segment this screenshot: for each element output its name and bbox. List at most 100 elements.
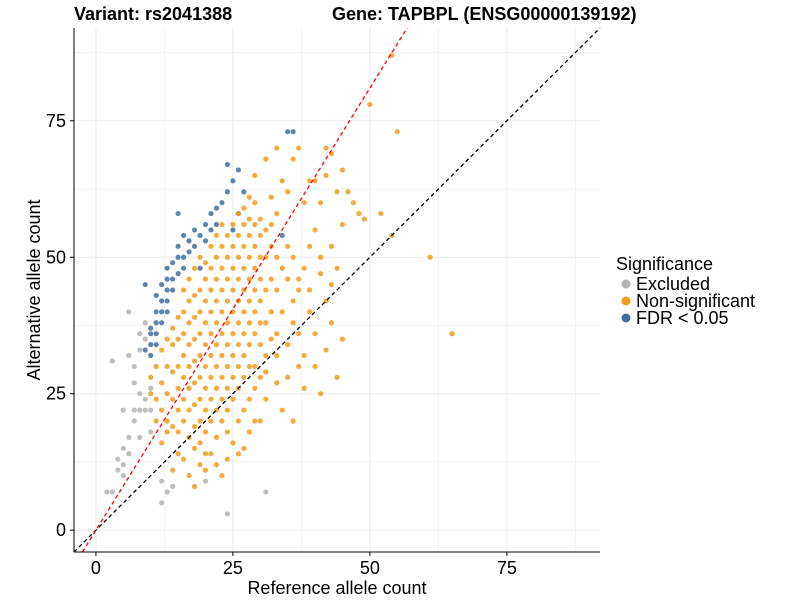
point-non-significant [202, 276, 209, 282]
point-excluded [148, 385, 154, 391]
point-excluded [263, 489, 269, 495]
y-axis-label: Alternative allele count [24, 199, 44, 380]
point-non-significant [252, 418, 258, 424]
point-excluded [131, 380, 137, 386]
point-non-significant [175, 314, 181, 320]
point-non-significant [213, 254, 220, 260]
point-non-significant [175, 385, 181, 391]
point-non-significant [191, 336, 198, 342]
point-fdr-0-05 [159, 281, 165, 288]
point-non-significant [202, 429, 209, 435]
point-non-significant [148, 391, 154, 397]
point-non-significant [246, 298, 252, 304]
point-non-significant [175, 407, 181, 413]
legend-label-non-significant: Non-significant [636, 291, 755, 311]
point-non-significant [159, 380, 165, 386]
point-fdr-0-05 [159, 309, 165, 315]
point-non-significant [180, 418, 187, 424]
point-fdr-0-05 [186, 249, 192, 255]
point-non-significant [186, 363, 192, 370]
point-fdr-0-05 [164, 298, 170, 304]
point-non-significant [186, 276, 192, 282]
point-non-significant [219, 472, 225, 479]
point-non-significant [290, 298, 296, 304]
point-non-significant [224, 407, 231, 413]
point-non-significant [153, 418, 159, 424]
point-non-significant [202, 320, 209, 326]
point-non-significant [230, 331, 236, 337]
point-excluded [104, 489, 110, 495]
point-non-significant [208, 309, 214, 315]
point-non-significant [317, 391, 324, 397]
point-excluded [142, 407, 148, 413]
point-non-significant [241, 445, 247, 451]
point-non-significant [274, 352, 280, 359]
point-non-significant [241, 407, 247, 413]
point-non-significant [241, 243, 247, 249]
point-fdr-0-05 [285, 129, 291, 135]
point-non-significant [350, 200, 357, 206]
point-non-significant [449, 331, 455, 337]
point-non-significant [208, 243, 214, 249]
point-non-significant [180, 374, 187, 380]
point-excluded [120, 462, 126, 468]
point-non-significant [367, 101, 373, 108]
point-non-significant [345, 189, 351, 195]
point-excluded [137, 391, 143, 397]
point-non-significant [328, 243, 335, 249]
point-fdr-0-05 [191, 227, 198, 233]
point-non-significant [246, 363, 252, 370]
point-non-significant [235, 232, 241, 239]
point-fdr-0-05 [175, 210, 181, 217]
point-non-significant [219, 221, 225, 228]
point-non-significant [394, 129, 400, 135]
point-non-significant [186, 385, 192, 391]
point-fdr-0-05 [208, 227, 214, 233]
point-non-significant [180, 456, 187, 462]
point-non-significant [208, 352, 214, 359]
point-non-significant [197, 418, 203, 424]
point-fdr-0-05 [148, 341, 154, 348]
point-non-significant [339, 221, 346, 228]
point-fdr-0-05 [153, 320, 159, 326]
chart-title-variant: Variant: rs2041388 [74, 4, 233, 24]
point-fdr-0-05 [164, 265, 170, 271]
point-non-significant [252, 221, 258, 228]
point-fdr-0-05 [180, 254, 187, 260]
axes [73, 28, 600, 553]
point-excluded [142, 396, 148, 402]
point-non-significant [285, 243, 291, 249]
point-non-significant [257, 254, 263, 260]
reference-line-fit [81, 27, 408, 553]
point-non-significant [257, 216, 263, 222]
point-non-significant [274, 145, 280, 151]
point-non-significant [235, 276, 241, 282]
point-fdr-0-05 [170, 287, 176, 293]
point-non-significant [323, 145, 329, 151]
point-fdr-0-05 [142, 281, 148, 288]
point-non-significant [257, 418, 263, 424]
legend-label-fdr: FDR < 0.05 [636, 308, 729, 328]
point-non-significant [312, 178, 318, 184]
point-non-significant [252, 200, 258, 206]
point-non-significant [263, 156, 269, 162]
point-non-significant [202, 298, 209, 304]
data-points [104, 52, 455, 517]
point-non-significant [197, 374, 203, 380]
point-excluded [170, 483, 176, 490]
point-non-significant [202, 407, 209, 413]
point-non-significant [257, 232, 263, 239]
point-excluded [120, 407, 126, 413]
point-non-significant [230, 396, 236, 402]
point-non-significant [219, 331, 225, 337]
point-non-significant [334, 374, 340, 380]
point-excluded [131, 363, 137, 370]
point-non-significant [307, 309, 313, 315]
point-non-significant [285, 341, 291, 348]
x-tick-label: 0 [91, 558, 101, 578]
point-fdr-0-05 [230, 178, 236, 184]
point-non-significant [186, 320, 192, 326]
point-non-significant [235, 210, 241, 217]
point-non-significant [230, 352, 236, 359]
point-excluded [131, 407, 137, 413]
